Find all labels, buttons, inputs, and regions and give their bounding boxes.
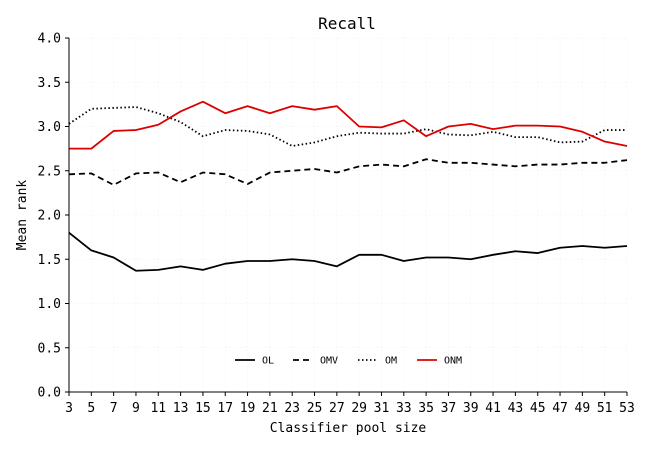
x-axis-label: Classifier pool size: [270, 421, 427, 436]
x-tick-label: 27: [329, 401, 345, 416]
x-tick-label: 37: [441, 401, 457, 416]
x-tick-label: 13: [173, 401, 189, 416]
y-tick-label: 0.0: [38, 386, 61, 401]
x-tick-label: 15: [195, 401, 211, 416]
y-tick-label: 2.0: [38, 209, 61, 224]
legend-label-om: OM: [385, 356, 397, 367]
x-tick-label: 19: [240, 401, 256, 416]
y-tick-label: 3.0: [38, 120, 61, 135]
series-line-onm: [69, 100, 628, 150]
y-tick-label: 0.5: [38, 341, 61, 356]
x-tick-label: 53: [619, 401, 635, 416]
x-tick-label: 23: [284, 401, 300, 416]
x-tick-label: 25: [307, 401, 323, 416]
y-tick-label: 1.0: [38, 297, 61, 312]
y-tick-label: 2.5: [38, 164, 61, 179]
series-line-ol: [68, 231, 628, 272]
series-line-omv: [68, 158, 628, 186]
y-tick-label: 4.0: [38, 32, 61, 47]
x-tick-label: 21: [262, 401, 278, 416]
x-tick-label: 9: [132, 401, 140, 416]
series-lines: [68, 100, 628, 272]
x-tick-label: 11: [150, 401, 166, 416]
legend: OL OMV OM ONM: [235, 356, 462, 367]
x-tick-label: 45: [530, 401, 546, 416]
y-tick-label: 3.5: [38, 76, 61, 91]
legend-label-onm: ONM: [444, 356, 462, 367]
legend-label-omv: OMV: [320, 356, 338, 367]
x-tick-label: 17: [217, 401, 233, 416]
legend-label-ol: OL: [262, 356, 274, 367]
grid-lines: [68, 37, 628, 393]
axes: [68, 38, 627, 393]
x-tick-label: 39: [463, 401, 479, 416]
x-ticks: 3 5 7 9 11 13 15 17 19 21 23 25 27 29 31 33 35 37 39 41 43 45…: [65, 392, 635, 416]
x-tick-label: 41: [485, 401, 501, 416]
x-tick-label: 29: [351, 401, 367, 416]
x-tick-label: 33: [396, 401, 412, 416]
x-tick-label: 49: [575, 401, 591, 416]
x-tick-label: 3: [65, 401, 73, 416]
chart-title: Recall: [318, 14, 376, 33]
x-tick-label: 43: [508, 401, 524, 416]
x-tick-label: 7: [110, 401, 118, 416]
x-tick-label: 51: [597, 401, 613, 416]
x-tick-label: 5: [87, 401, 95, 416]
y-ticks: 0.0 0.5 1.0 1.5 2.0 2.5 3.0 3.5 4.0: [38, 32, 69, 401]
x-tick-label: 31: [374, 401, 390, 416]
y-tick-label: 1.5: [38, 253, 61, 268]
x-tick-label: 47: [552, 401, 568, 416]
x-tick-label: 35: [418, 401, 434, 416]
y-axis-label: Mean rank: [15, 180, 30, 251]
